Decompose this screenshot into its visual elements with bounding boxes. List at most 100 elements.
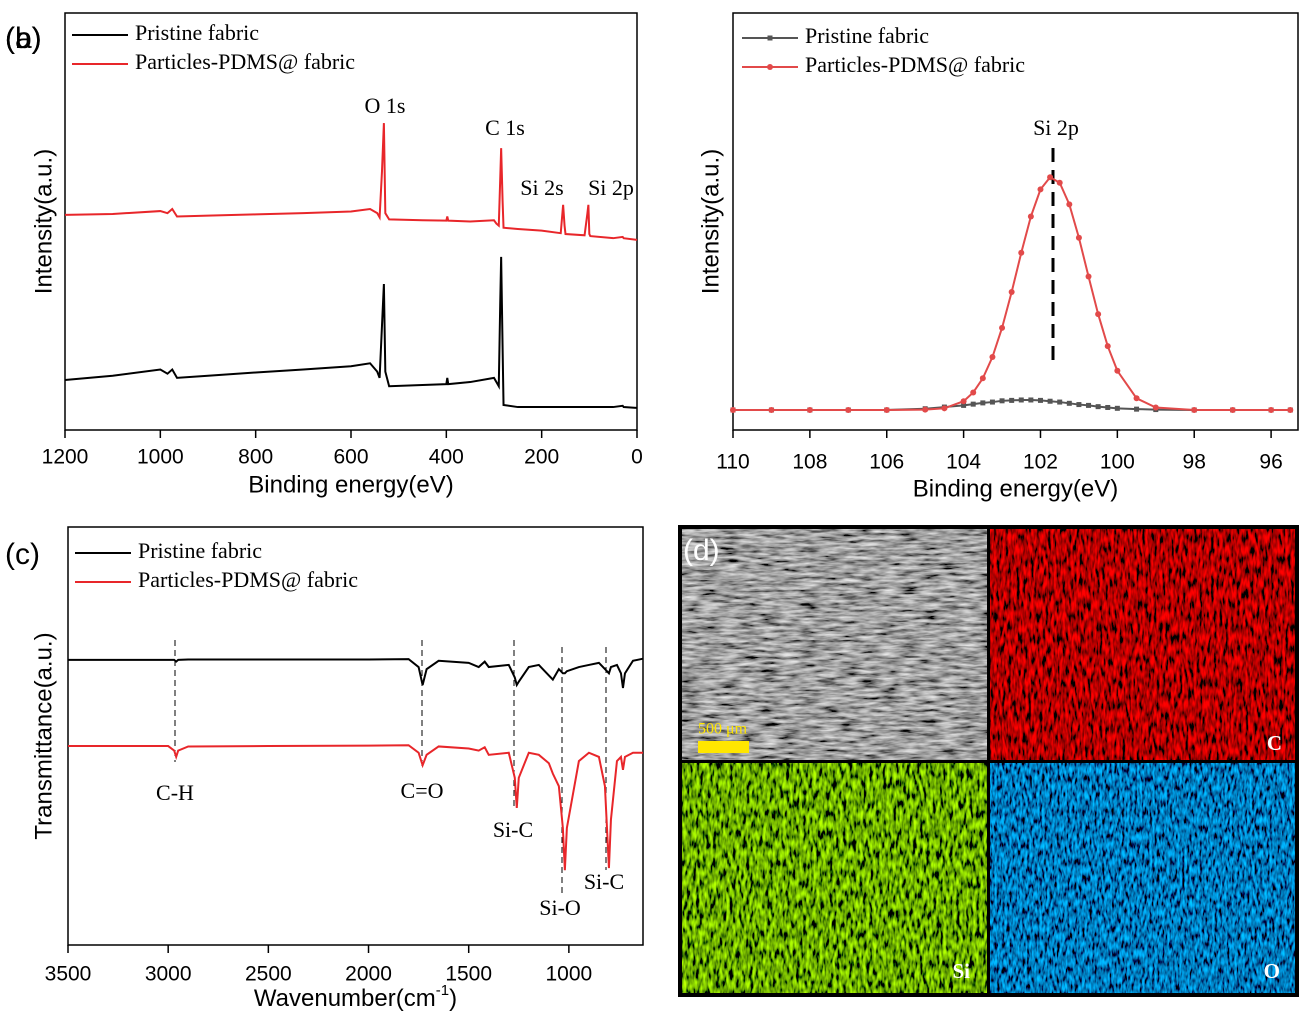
marker [1018, 397, 1024, 403]
marker [730, 406, 736, 413]
marker [1066, 400, 1072, 406]
annotation: Si-O [539, 895, 581, 920]
panel-label: (d) [683, 534, 720, 567]
chart: 110 108 106 104 102 100 98 96 Binding energy(eV)… [5, 12, 1299, 502]
legend-label: Particles-PDMS@ fabric [138, 567, 358, 592]
legend-label: Pristine fabric [138, 538, 262, 563]
marker [1056, 179, 1063, 186]
marker [980, 400, 986, 406]
series-line [64, 123, 638, 241]
marker [1152, 404, 1159, 411]
marker [768, 406, 775, 413]
marker [1229, 406, 1236, 413]
x-tick-label: 1000 [137, 446, 184, 469]
legend-label: Pristine fabric [135, 20, 259, 45]
marker [1095, 311, 1102, 318]
chart: 3500 3000 2500 2000 1500 1000 Wavenumber(cm-1)… [5, 526, 644, 1012]
marker [979, 375, 986, 382]
marker [970, 389, 977, 396]
x-tick-label: 108 [792, 451, 827, 474]
panel-label: (b) [5, 22, 42, 55]
x-tick-label: 2500 [245, 963, 292, 986]
plot-frame [64, 12, 638, 431]
marker [1105, 404, 1111, 410]
marker [989, 354, 996, 361]
x-tick-label: 0 [631, 446, 643, 469]
chart: 1200 1000 800 600 400 200 0 Binding energy(eV) I… [5, 12, 643, 498]
marker [1028, 397, 1034, 403]
marker [961, 402, 967, 408]
x-tick-label: 800 [238, 446, 273, 469]
marker [1037, 397, 1043, 403]
x-tick-label: 96 [1259, 451, 1282, 474]
annotation: C 1s [485, 115, 525, 140]
marker [960, 398, 967, 405]
marker [999, 398, 1005, 404]
marker [806, 406, 813, 413]
annotation: O 1s [365, 93, 406, 118]
annotation: C=O [401, 778, 444, 803]
series-line [68, 657, 644, 689]
marker [1134, 406, 1140, 412]
legend-label: Particles-PDMS@ fabric [135, 49, 355, 74]
marker [1047, 174, 1054, 181]
marker [1086, 402, 1092, 408]
marker [1076, 402, 1082, 408]
annotation: Si 2s [520, 175, 563, 200]
scale-bar-label: 500 μm [698, 721, 748, 738]
x-axis-title: Binding energy(eV) [913, 475, 1118, 502]
y-axis-title: Intensity(a.u.) [30, 149, 57, 294]
panel-d: (d) 500 μm C Si O [678, 525, 1299, 997]
x-tick-label: 110 [716, 451, 749, 474]
x-tick-label: 2000 [345, 963, 392, 986]
x-tick-label: 100 [1100, 451, 1135, 474]
annotation: Si 2p [588, 175, 634, 200]
si-map [682, 763, 987, 993]
marker [970, 401, 976, 407]
marker [1075, 234, 1082, 241]
c-map [990, 529, 1295, 760]
marker [941, 405, 948, 412]
series-line [733, 176, 1291, 411]
marker [1047, 398, 1053, 404]
plot-frame [732, 12, 1299, 431]
marker [1085, 273, 1092, 280]
scale-bar [698, 741, 749, 753]
plot-frame [67, 526, 644, 946]
sem-image [682, 529, 987, 760]
marker [922, 406, 929, 413]
legend-label: Particles-PDMS@ fabric [805, 52, 1025, 77]
marker [1095, 404, 1101, 410]
series-line [64, 256, 638, 409]
annotation: Si 2p [1033, 115, 1079, 140]
x-tick-label: 600 [333, 446, 368, 469]
marker [999, 324, 1006, 331]
x-tick-label: 3500 [45, 963, 92, 986]
annotation: Si-C [584, 869, 624, 894]
marker [1057, 399, 1063, 405]
x-tick-label: 106 [869, 451, 904, 474]
annotation: C-H [156, 780, 194, 805]
map-label: Si [952, 959, 970, 983]
x-tick-label: 1500 [445, 963, 492, 986]
marker [1018, 249, 1025, 256]
annotation: Si-C [493, 817, 533, 842]
x-axis-title-part: Wavenumber(cm [254, 985, 436, 1012]
marker [1268, 406, 1275, 413]
x-tick-label: 104 [946, 451, 981, 474]
marker [1037, 186, 1044, 193]
x-tick-label: 400 [429, 446, 464, 469]
marker [1104, 343, 1111, 350]
x-tick-label: 98 [1183, 451, 1206, 474]
panel-label: (a) [5, 22, 42, 55]
x-tick-label: 200 [524, 446, 559, 469]
x-tick-label: 1200 [42, 446, 89, 469]
marker [1114, 405, 1120, 411]
x-tick-label: 102 [1023, 451, 1058, 474]
marker [1027, 213, 1034, 220]
panel-label: (c) [5, 538, 40, 571]
x-axis-title: Wavenumber(cm-1) [254, 982, 457, 1012]
x-tick-label: 1000 [546, 963, 593, 986]
series-line [68, 744, 643, 871]
